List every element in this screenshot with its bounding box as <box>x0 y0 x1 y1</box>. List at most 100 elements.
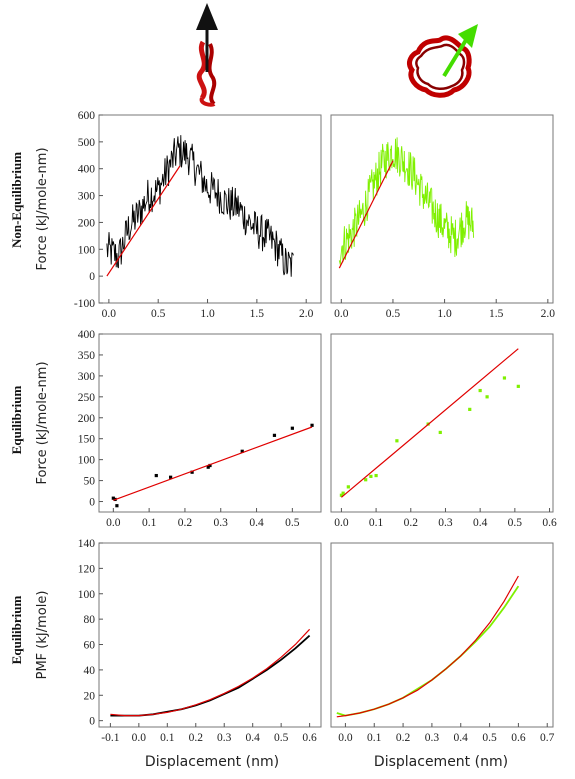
x-tick-label: 0.5 <box>151 308 166 320</box>
x-tick-label: 0.2 <box>178 517 193 529</box>
y-axis-label: Force (kJ/mole-nm) <box>35 361 50 484</box>
y-axis-label: Force (kJ/mole-nm) <box>35 147 50 270</box>
data-point <box>339 493 344 497</box>
x-tick-label: 0.1 <box>160 732 175 744</box>
data-point <box>369 474 373 478</box>
x-tick-label: 0.5 <box>386 308 401 320</box>
plot-frame <box>98 333 322 513</box>
data-point <box>310 423 314 427</box>
x-tick-label: 0.5 <box>285 517 300 529</box>
y-tick-label: 0 <box>89 716 95 728</box>
noisy-force-trace <box>338 137 474 265</box>
x-tick-label: 0.0 <box>132 732 147 744</box>
data-point <box>346 485 350 489</box>
x-tick-label: 0.0 <box>334 517 349 529</box>
plot-area <box>336 575 520 718</box>
x-tick-label: 1.5 <box>489 308 504 320</box>
data-point <box>169 475 173 479</box>
x-tick-label: 1.5 <box>250 308 265 320</box>
plot-area <box>338 137 474 269</box>
data-point <box>516 384 520 388</box>
y-tick-label: 0 <box>89 271 95 283</box>
y-tick-label: 400 <box>78 164 96 176</box>
x-tick-label: 0.0 <box>334 308 349 320</box>
x-tick-label: 0.4 <box>473 517 488 529</box>
y-tick-label: 350 <box>78 350 96 362</box>
y-tick-label: 50 <box>84 476 96 488</box>
data-point <box>206 465 210 469</box>
fit-line <box>336 575 519 718</box>
x-tick-label: 0.1 <box>367 732 382 744</box>
plot-frame <box>330 333 554 513</box>
x-tick-label: 0.1 <box>142 517 157 529</box>
data-point <box>290 426 294 430</box>
data-point <box>154 473 158 478</box>
y-tick-label: 140 <box>78 538 96 550</box>
x-tick-label: 0.6 <box>511 732 526 744</box>
x-tick-label: 0.4 <box>454 732 469 744</box>
data-point <box>485 395 489 399</box>
x-tick-label: 0.4 <box>249 517 264 529</box>
data-point <box>364 478 368 482</box>
y-tick-label: 100 <box>78 455 96 467</box>
y-tick-label: 100 <box>78 244 96 256</box>
x-tick-label: 0.0 <box>106 517 121 529</box>
y-axis-label: PMF (kJ/mole) <box>35 591 50 680</box>
plot-area <box>110 628 311 717</box>
y-tick-label: 600 <box>78 110 96 122</box>
fit-line <box>106 165 181 277</box>
x-tick-label: 0.5 <box>508 517 523 529</box>
chart-panel-noneq-green: 0.0 0.5 1.0 1.5 2.0 <box>330 114 556 320</box>
x-tick-label: 0.6 <box>302 732 317 744</box>
y-tick-label: 120 <box>78 563 96 575</box>
x-axis-label-left: Displacement (nm) <box>145 754 279 770</box>
data-point <box>478 388 482 393</box>
plot-area <box>339 348 520 498</box>
x-tick-label: 0.0 <box>102 308 117 320</box>
data-point <box>468 407 472 411</box>
x-tick-label: 2.0 <box>299 308 314 320</box>
pmf-curve <box>110 634 311 717</box>
x-tick-label: 0.3 <box>214 517 229 529</box>
row-label-equilibrium-pmf: Equilibrium <box>9 596 24 665</box>
fit-line <box>113 426 313 501</box>
y-tick-label: 20 <box>84 690 96 702</box>
y-tick-label: 300 <box>78 371 96 383</box>
y-tick-label: 60 <box>84 640 96 652</box>
x-tick-label: 0.2 <box>189 732 204 744</box>
data-point <box>111 496 115 500</box>
noisy-force-trace <box>106 135 294 277</box>
plot-area <box>106 135 294 277</box>
data-point <box>341 491 345 495</box>
x-tick-label: 1.0 <box>437 308 452 320</box>
x-tick-label: 2.0 <box>541 308 556 320</box>
data-point <box>190 470 194 474</box>
y-tick-label: 200 <box>78 413 96 425</box>
y-tick-label: 150 <box>78 434 96 446</box>
plot-area <box>111 423 314 508</box>
chart-panel-eq-green: 0.0 0.1 0.2 0.3 0.4 0.5 0.6 <box>330 333 557 529</box>
y-tick-label: 250 <box>78 392 96 404</box>
x-tick-label: 0.7 <box>540 732 555 744</box>
x-tick-label: 0.6 <box>542 517 557 529</box>
x-axis-label-right: Displacement (nm) <box>374 754 508 770</box>
x-tick-label: 1.0 <box>200 308 215 320</box>
data-point <box>272 433 277 437</box>
chart-panel-noneq-black: 0.0 0.5 1.0 1.5 2.0 -100 0 100 200 300 400 500 600 Fo… <box>35 110 322 320</box>
chart-panel-pmf-green: 0.0 0.1 0.2 0.3 0.4 0.5 0.6 0.7 <box>330 542 555 744</box>
plot-frame <box>98 542 322 728</box>
y-tick-label: 500 <box>78 137 96 149</box>
x-tick-label: 0.4 <box>246 732 261 744</box>
x-tick-label: 0.3 <box>217 732 232 744</box>
x-tick-label: -0.1 <box>101 732 119 744</box>
vertical-protein-with-up-arrow-icon <box>196 3 218 107</box>
y-tick-label: 100 <box>78 589 96 601</box>
data-point <box>240 449 244 453</box>
x-tick-label: 0.0 <box>338 732 353 744</box>
x-tick-label: 0.5 <box>274 732 289 744</box>
x-tick-label: 0.5 <box>482 732 497 744</box>
x-tick-label: 0.2 <box>404 517 419 529</box>
chart-panel-pmf-black: -0.1 0.0 0.1 0.2 0.3 0.4 0.5 0.6 0 20 40 60 80 100 120… <box>35 538 322 744</box>
chart-panel-eq-black: 0.0 0.1 0.2 0.3 0.4 0.5 0 50 100 150 200 250 300 350 4… <box>35 329 322 529</box>
